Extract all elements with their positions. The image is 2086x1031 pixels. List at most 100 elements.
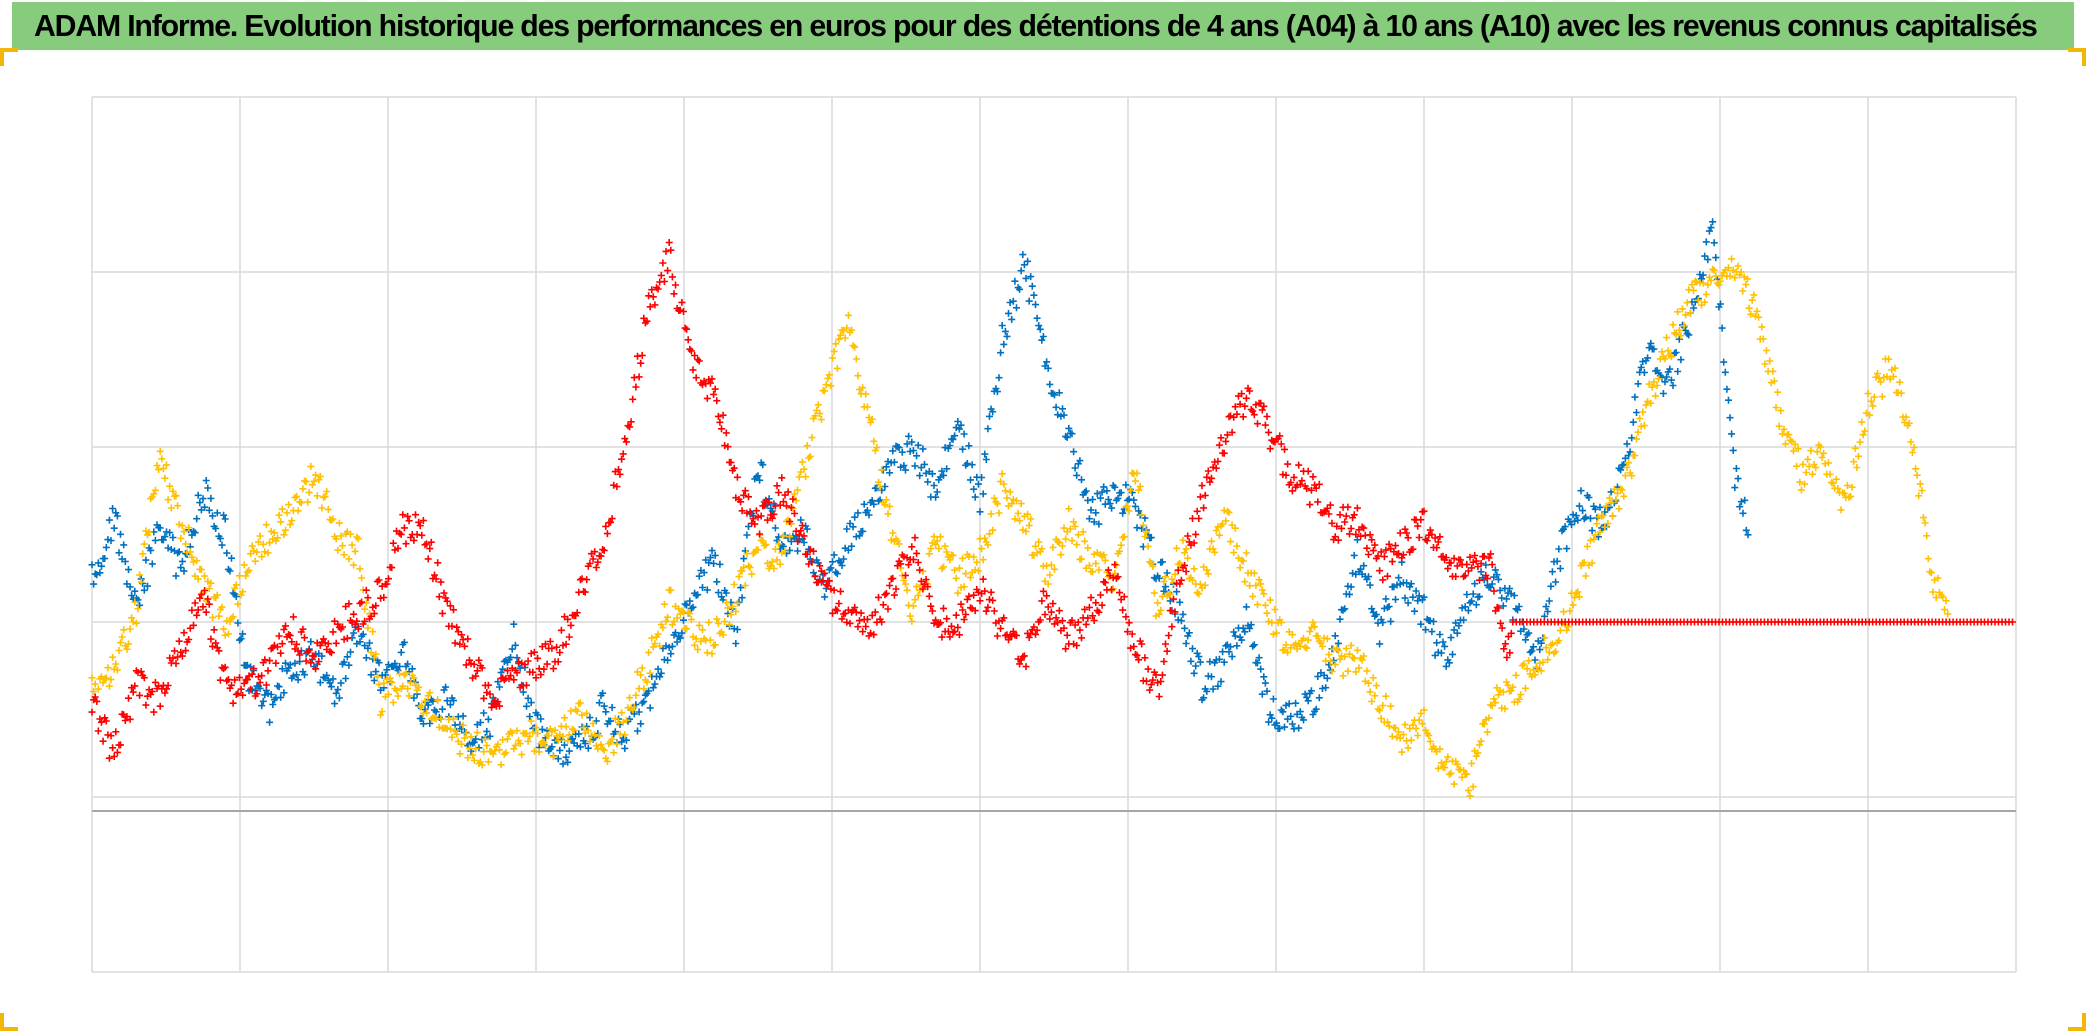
data-point [757, 512, 765, 520]
data-point [1276, 432, 1284, 440]
data-point [1044, 364, 1052, 372]
data-series [1509, 618, 2016, 626]
data-point [1745, 304, 1753, 312]
data-point [607, 518, 614, 526]
data-point [681, 600, 689, 608]
data-point [332, 639, 340, 647]
data-point [197, 590, 205, 598]
data-point [1073, 642, 1081, 649]
data-point [1491, 566, 1499, 574]
data-point [90, 580, 98, 588]
data-point [1705, 227, 1713, 235]
data-point [366, 639, 373, 647]
data-point [1273, 719, 1280, 727]
data-point [876, 483, 884, 491]
data-point [1450, 554, 1458, 562]
data-point [565, 731, 573, 739]
data-point [884, 605, 892, 613]
data-point [1160, 578, 1168, 586]
data-point [148, 560, 156, 568]
data-point [759, 461, 767, 469]
data-point [781, 547, 789, 555]
data-point [602, 708, 610, 716]
data-point [194, 606, 202, 614]
data-point [898, 448, 906, 456]
data-point [156, 447, 164, 455]
data-point [959, 554, 967, 562]
data-point [714, 620, 722, 627]
data-point [140, 674, 148, 682]
data-point [849, 523, 857, 531]
data-point [1166, 607, 1174, 615]
data-point [136, 691, 144, 699]
data-point [1520, 625, 1528, 633]
data-point [564, 758, 572, 766]
data-point [660, 600, 668, 608]
data-point [949, 435, 957, 443]
data-point [902, 580, 909, 588]
data-point [1659, 390, 1667, 397]
data-point [1417, 516, 1425, 524]
data-point [787, 538, 795, 545]
data-point [1782, 440, 1789, 448]
data-point [1661, 355, 1669, 363]
data-point [1290, 473, 1298, 481]
data-point [243, 676, 251, 684]
data-point [1312, 705, 1320, 713]
data-point [922, 576, 930, 583]
data-point [167, 504, 175, 512]
data-point [523, 702, 530, 710]
data-point [1228, 428, 1236, 436]
data-point [1206, 478, 1214, 486]
data-point [1288, 631, 1296, 639]
data-point [1138, 511, 1146, 519]
data-point [123, 645, 131, 653]
data-point [497, 761, 505, 769]
data-point [1476, 741, 1483, 749]
data-point [1496, 586, 1504, 594]
data-point [694, 591, 702, 599]
data-point [1203, 687, 1211, 695]
data-point [364, 624, 372, 632]
data-point [870, 631, 878, 639]
data-point [1709, 218, 1717, 226]
data-point [610, 481, 618, 489]
data-point [797, 516, 805, 524]
data-point [1230, 628, 1238, 636]
data-point [438, 705, 446, 713]
data-point [418, 702, 426, 709]
data-point [253, 548, 261, 556]
data-point [1677, 332, 1685, 340]
data-point [1025, 521, 1033, 529]
data-point [397, 530, 405, 538]
data-point [768, 558, 776, 566]
data-point [1238, 390, 1246, 398]
data-point [1215, 655, 1223, 663]
data-point [1944, 610, 1952, 618]
data-point [446, 701, 454, 709]
data-point [1452, 573, 1460, 580]
data-point [1116, 547, 1123, 555]
data-point [1227, 643, 1234, 651]
data-point [933, 537, 941, 545]
data-point [573, 707, 581, 715]
data-point [581, 588, 589, 596]
data-point [768, 514, 776, 522]
data-point [201, 503, 209, 511]
data-point [388, 679, 396, 687]
data-point [684, 336, 692, 344]
data-point [1418, 720, 1426, 728]
data-point [543, 660, 551, 668]
data-point [90, 688, 98, 695]
data-point [680, 616, 687, 624]
data-point [1691, 277, 1699, 285]
data-point [759, 537, 767, 545]
data-point [1027, 515, 1035, 523]
data-point [1255, 654, 1263, 662]
data-point [732, 640, 740, 647]
data-point [597, 741, 605, 749]
data-point [1897, 389, 1905, 397]
data-point [665, 643, 673, 651]
data-point [99, 737, 107, 745]
data-point [1867, 397, 1875, 405]
